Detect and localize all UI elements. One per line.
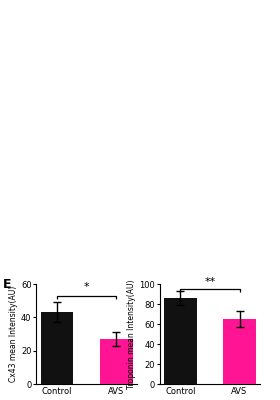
Text: **: **	[204, 277, 216, 287]
Bar	[164, 298, 197, 384]
Text: *: *	[84, 282, 90, 292]
Bar	[100, 339, 133, 384]
Bar	[223, 319, 256, 384]
Y-axis label: Cx43 mean Intensity(AU): Cx43 mean Intensity(AU)	[9, 286, 18, 382]
Bar	[41, 312, 73, 384]
Text: E: E	[3, 278, 11, 291]
Y-axis label: Troponin mean Intensity(AU): Troponin mean Intensity(AU)	[127, 279, 136, 389]
